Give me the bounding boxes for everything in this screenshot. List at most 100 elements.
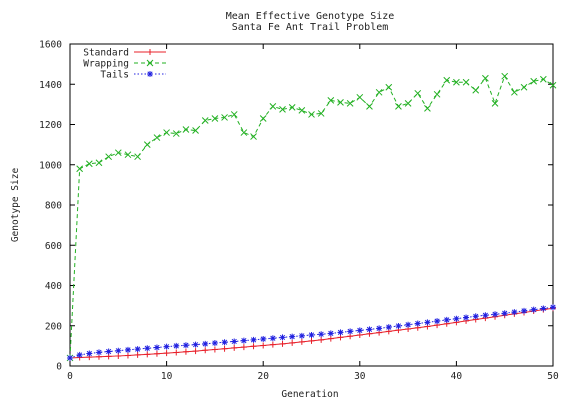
y-tick-label: 1400	[39, 80, 62, 91]
data-point	[211, 115, 219, 122]
x-tick-label: 40	[451, 371, 463, 382]
data-point	[259, 115, 267, 122]
data-point	[260, 336, 267, 343]
data-point	[115, 347, 122, 354]
data-point	[404, 100, 412, 107]
data-point	[143, 141, 151, 148]
data-point	[260, 342, 267, 349]
data-point	[192, 348, 199, 355]
data-point	[202, 347, 209, 354]
legend-label: Tails	[100, 70, 129, 81]
y-tick-label: 400	[45, 281, 62, 292]
data-point	[289, 333, 296, 340]
data-point	[289, 339, 296, 346]
data-point	[405, 321, 412, 328]
data-point	[356, 93, 364, 101]
data-point	[192, 341, 199, 348]
data-point	[462, 78, 470, 86]
data-point	[211, 340, 218, 347]
data-point	[153, 134, 161, 141]
data-point	[269, 103, 277, 110]
series-tails	[67, 304, 556, 361]
data-point	[231, 344, 238, 351]
data-point	[250, 343, 257, 350]
data-point	[337, 99, 344, 106]
data-point	[288, 104, 296, 111]
data-point	[511, 88, 518, 96]
data-point	[279, 106, 286, 113]
data-point	[85, 160, 93, 168]
data-point	[453, 315, 460, 322]
x-axis-ticks: 0 10 20 30 40 50	[67, 44, 559, 382]
data-point	[414, 320, 421, 327]
data-point	[318, 331, 325, 338]
data-point	[347, 328, 354, 335]
data-point	[463, 314, 470, 321]
y-axis-ticks: 0 200 400 600 800 1000 1200 1400 1600	[39, 40, 553, 373]
data-point	[395, 322, 402, 329]
data-point	[134, 351, 141, 358]
data-point	[308, 337, 315, 344]
data-point	[520, 83, 528, 91]
data-point	[173, 342, 180, 349]
data-point	[76, 351, 83, 358]
data-point	[95, 349, 102, 356]
data-point	[530, 77, 538, 85]
data-point	[192, 127, 199, 134]
legend-label: Standard	[83, 48, 129, 59]
data-point	[298, 332, 305, 339]
data-point	[134, 346, 141, 353]
data-point	[105, 348, 112, 355]
x-tick-label: 0	[67, 371, 73, 382]
data-point	[424, 105, 431, 112]
data-point	[521, 307, 528, 314]
y-tick-label: 200	[45, 321, 62, 332]
data-point	[153, 350, 160, 357]
data-point	[269, 335, 276, 342]
data-point	[550, 304, 556, 311]
y-axis-label: Genotype Size	[10, 168, 21, 243]
x-axis-label: Generation	[281, 389, 338, 400]
y-tick-label: 800	[45, 201, 62, 212]
data-point	[530, 306, 537, 313]
data-point	[472, 86, 480, 94]
legend-marker	[147, 71, 153, 77]
chart-subtitle: Santa Fe Ant Trail Problem	[232, 22, 389, 33]
data-point	[337, 329, 344, 336]
data-point	[511, 309, 518, 316]
data-point	[231, 338, 238, 345]
data-point	[540, 305, 547, 312]
data-point	[482, 312, 489, 319]
data-point	[67, 354, 73, 361]
data-point	[298, 107, 306, 114]
data-point	[182, 348, 189, 355]
data-point	[327, 96, 335, 104]
data-point	[124, 352, 131, 359]
data-point	[269, 341, 276, 348]
data-point	[250, 336, 257, 343]
data-point	[491, 100, 499, 107]
data-point	[414, 89, 422, 97]
chart-title: Mean Effective Genotype Size	[226, 11, 395, 22]
data-point	[115, 352, 122, 359]
data-point	[549, 81, 557, 89]
data-point	[230, 111, 238, 118]
data-point	[318, 336, 325, 343]
data-point	[424, 319, 431, 326]
data-point	[105, 153, 112, 161]
data-point	[385, 83, 393, 91]
data-point	[501, 72, 509, 80]
data-point	[366, 103, 373, 110]
data-point	[114, 149, 122, 157]
x-tick-label: 10	[161, 371, 173, 382]
data-point	[221, 114, 228, 121]
data-point	[327, 330, 334, 337]
data-point	[144, 345, 151, 352]
data-point	[501, 310, 508, 317]
data-point	[346, 100, 354, 107]
data-point	[182, 342, 189, 349]
data-point	[76, 165, 84, 173]
data-point	[201, 117, 209, 124]
